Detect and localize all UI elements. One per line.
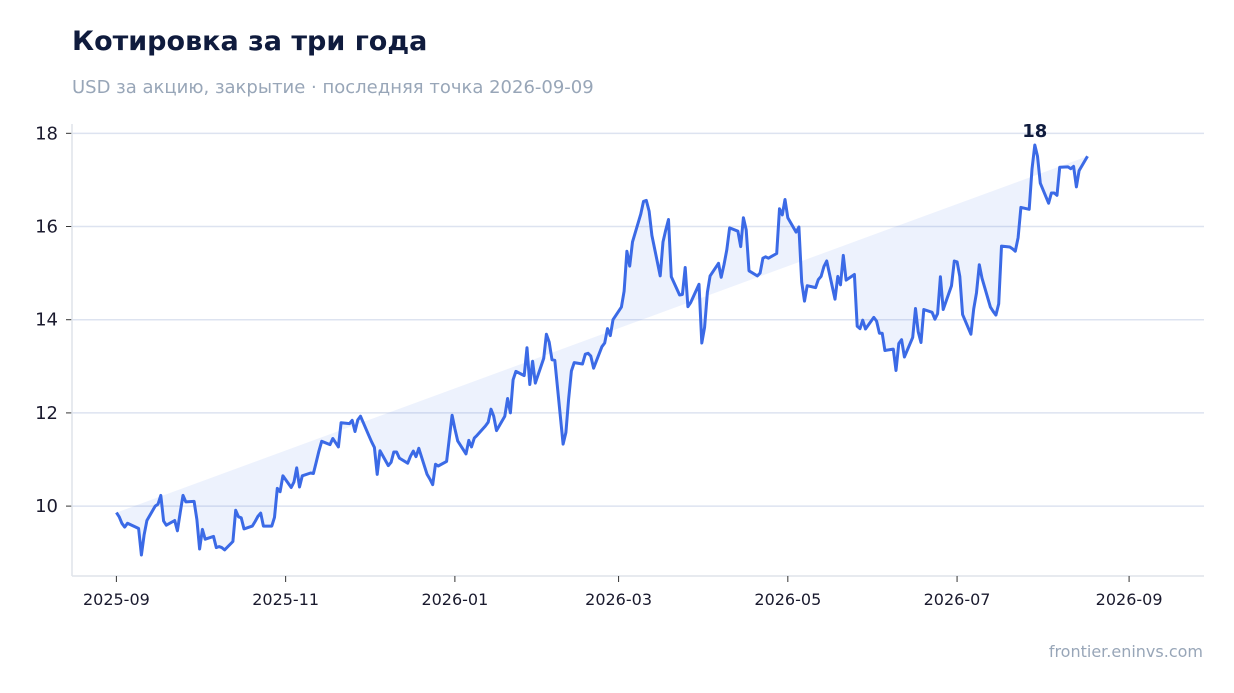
x-tick-label: 2026-07 [924,590,991,609]
chart-title: Котировка за три года [72,26,428,57]
y-tick-label: 16 [35,217,58,238]
y-tick-label: 10 [35,496,58,517]
labels-layer: 10 12 14 16 18 2025-09 2025-11 2026-01 2026-03 20… [35,121,1162,609]
price-line [115,143,1089,557]
x-tick-label: 2026-09 [1096,590,1163,609]
y-tick-label: 18 [35,123,58,144]
x-tick-label: 2025-09 [83,590,150,609]
chart-subtitle: USD за акцию, закрытие · последняя точка… [72,77,594,98]
x-tick-label: 2026-01 [421,590,488,609]
axes-layer [66,124,1204,582]
x-tick-label: 2025-11 [252,590,319,609]
x-tick-label: 2026-03 [585,590,652,609]
price-area [116,145,1088,555]
peak-value-label: 18 [1022,121,1047,142]
y-tick-label: 12 [35,403,58,424]
grid-layer [72,132,1204,507]
source-credit: frontier.eninvs.com [1048,642,1203,661]
x-tick-label: 2026-05 [754,590,821,609]
y-tick-label: 14 [35,310,58,331]
